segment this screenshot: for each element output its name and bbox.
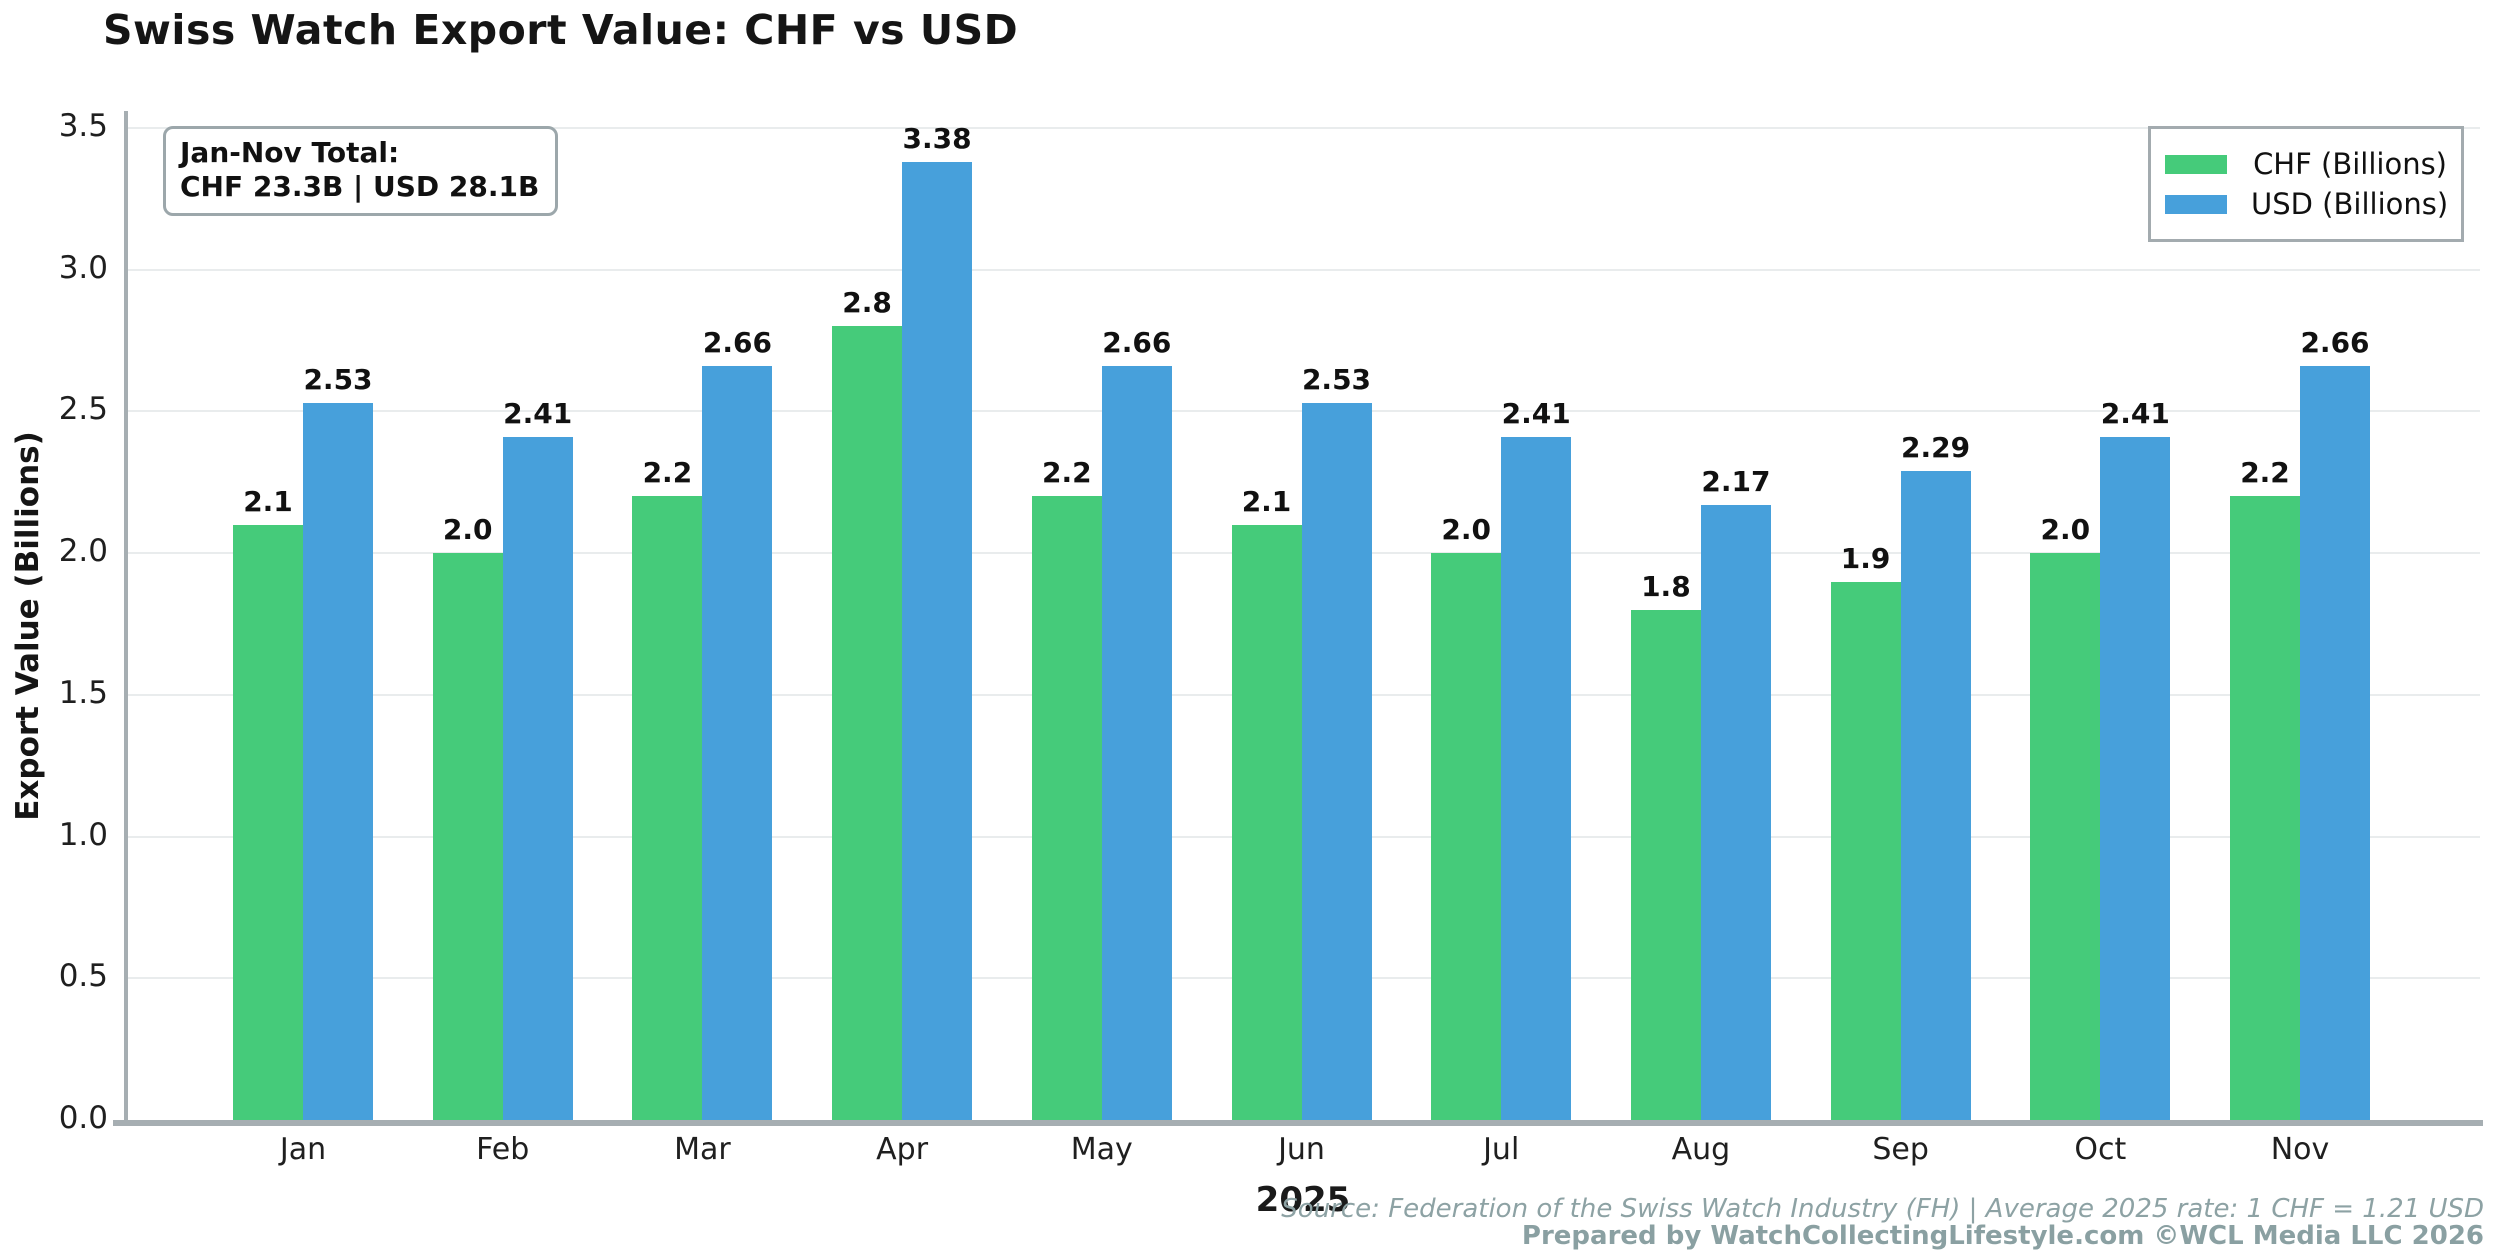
y-tick-3.5: 3.5 [58,108,108,144]
bar-usd-jan [303,402,373,1120]
x-tick-may: May [1070,1132,1133,1167]
bar-usd-jun [1301,402,1372,1120]
bar-usd-jul [1501,436,1572,1120]
bar-chf-mar [632,496,703,1120]
x-tick-feb: Feb [476,1132,530,1167]
bar-usd-sep [1900,470,1971,1120]
bar-usd-oct [2100,436,2171,1120]
bar-label-usd-may: 2.66 [1102,326,1172,360]
bar-usd-may [1101,366,1172,1120]
y-tick-2.5: 2.5 [58,391,108,428]
bar-usd-apr [902,162,973,1120]
x-tick-jun: Jun [1278,1132,1325,1167]
x-tick-mar: Mar [674,1132,731,1167]
bar-label-chf-nov: 2.2 [2240,456,2290,490]
x-tick-jan: Jan [279,1132,327,1167]
bar-usd-mar [702,366,773,1120]
legend-label-usd: USD (Billions) [2251,187,2449,221]
total-annotation-line2: CHF 23.3B | USD 28.1B [180,170,540,204]
bar-label-chf-feb: 2.0 [442,513,493,547]
bar-label-usd-mar: 2.66 [702,326,772,360]
bar-usd-nov [2300,366,2370,1120]
x-tick-oct: Oct [2074,1132,2127,1167]
bar-label-chf-jul: 2.0 [1441,513,1491,547]
x-tick-jul: Jul [1483,1132,1520,1167]
x-tick-apr: Apr [876,1132,929,1167]
bar-label-usd-nov: 2.66 [2300,326,2370,360]
x-tick-nov: Nov [2270,1132,2330,1167]
legend-item-usd: USD (Billions) [2165,187,2449,221]
bar-label-usd-jul: 2.41 [1501,396,1571,430]
bar-chf-jan [233,524,303,1120]
bar-label-usd-aug: 2.17 [1701,464,1771,498]
bar-label-chf-mar: 2.2 [642,456,693,490]
bar-label-usd-sep: 2.29 [1901,430,1971,464]
y-axis-line [124,111,128,1124]
bar-label-usd-oct: 2.41 [2100,396,2170,430]
y-tick-1.5: 1.5 [58,674,108,711]
bar-label-usd-jan: 2.53 [303,362,373,396]
bar-label-chf-apr: 2.8 [842,286,892,320]
bar-label-chf-jan: 2.1 [243,484,293,518]
footer-source-text: Source: Federation of the Swiss Watch In… [1281,1194,2484,1224]
y-tick-3.0: 3.0 [58,249,108,286]
bar-label-chf-sep: 1.9 [1840,541,1891,575]
bar-chf-jun [1231,524,1302,1120]
x-tick-sep: Sep [1872,1132,1929,1167]
gridline-3.0 [127,268,2480,271]
bar-label-chf-may: 2.2 [1041,456,1092,490]
chart-title: Swiss Watch Export Value: CHF vs USD [103,6,1019,54]
x-axis-title: 2025 [1255,1180,1351,1220]
total-annotation: Jan-Nov Total: CHF 23.3B | USD 28.1B [163,126,559,217]
x-axis-line [113,1120,2483,1126]
bar-label-chf-jun: 2.1 [1241,484,1292,518]
y-tick-0.5: 0.5 [58,958,108,995]
bar-chf-feb [432,553,503,1120]
total-annotation-line1: Jan-Nov Total: [180,136,400,169]
legend-label-chf: CHF (Billions) [2253,147,2447,181]
x-tick-aug: Aug [1671,1132,1731,1167]
legend: CHF (Billions) USD (Billions) [2148,126,2464,242]
legend-swatch-chf [2165,154,2227,174]
bar-label-usd-apr: 3.38 [902,122,972,156]
bar-label-usd-feb: 2.41 [503,396,573,430]
plot-area: 2.1 2.53 2.0 2.41 2.2 2.66 2.8 3.38 2.2 2.66 2.1 2.… [127,122,2480,1120]
bar-usd-feb [502,436,573,1120]
gridline-3.5 [127,127,2480,129]
bar-chf-aug [1630,609,1701,1120]
bar-usd-aug [1700,504,1771,1120]
y-tick-2.0: 2.0 [58,533,108,570]
bar-chf-nov [2230,496,2300,1120]
bar-chf-apr [832,326,903,1120]
bar-chf-sep [1830,581,1901,1120]
legend-item-chf: CHF (Billions) [2165,147,2447,181]
legend-swatch-usd [2165,194,2227,214]
footer-credit-text: Prepared by WatchCollectingLifestyle.com… [1521,1221,2484,1251]
bar-label-usd-jun: 2.53 [1301,362,1372,396]
bar-label-chf-aug: 1.8 [1641,569,1691,603]
bar-chf-jul [1431,553,1502,1120]
bar-chf-oct [2030,553,2101,1120]
bar-chf-may [1031,496,1102,1120]
bar-label-chf-oct: 2.0 [2040,513,2091,547]
y-tick-1.0: 1.0 [58,816,108,853]
y-tick-0.0: 0.0 [58,1100,108,1136]
